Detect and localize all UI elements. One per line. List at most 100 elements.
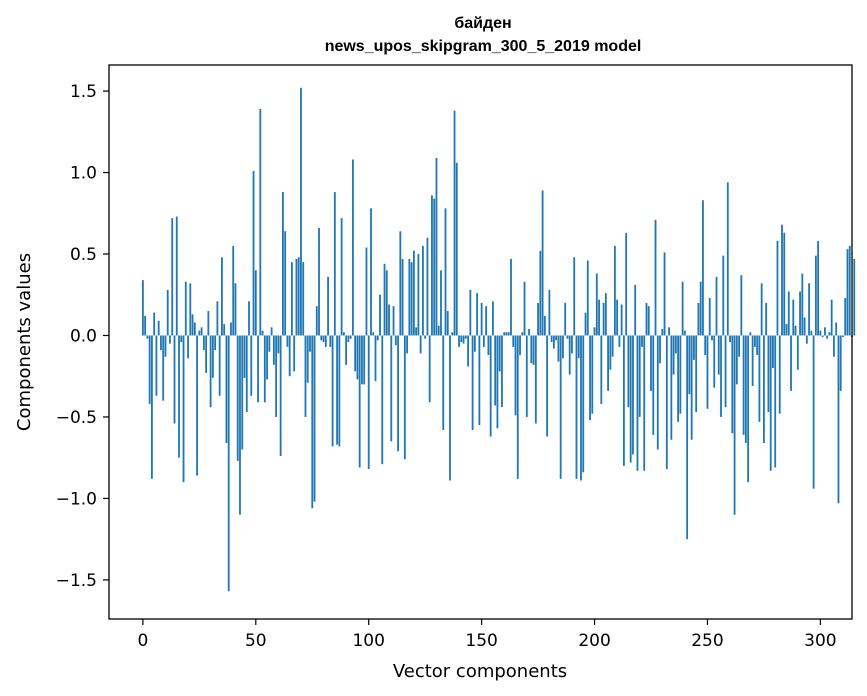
bar [489, 335, 492, 437]
x-axis-label: Vector components [393, 661, 567, 682]
bar [566, 335, 569, 339]
bar [674, 335, 677, 354]
bar [309, 335, 311, 352]
bar [826, 335, 829, 339]
bar [623, 335, 625, 466]
bar [853, 258, 856, 336]
bar [751, 335, 754, 386]
bar [320, 335, 323, 341]
bar [234, 283, 237, 336]
bar [451, 332, 454, 336]
bar [828, 332, 831, 336]
bar [844, 298, 847, 336]
bar [792, 299, 795, 336]
bar [218, 335, 221, 396]
bar [720, 335, 722, 417]
bar [315, 306, 318, 336]
bar [157, 320, 160, 336]
bar [209, 335, 212, 408]
bar [478, 335, 481, 426]
bar [230, 322, 232, 336]
bar [767, 335, 770, 413]
bar [191, 314, 194, 336]
bar [830, 299, 833, 336]
bar [300, 87, 302, 336]
bar [306, 335, 309, 383]
bar [227, 335, 230, 592]
bar [358, 335, 361, 468]
bar [291, 262, 293, 336]
bar [683, 330, 686, 336]
bar [833, 335, 835, 357]
bar [214, 335, 217, 351]
bar [747, 335, 750, 483]
bar [559, 335, 562, 479]
bar [586, 260, 589, 336]
plot-frame [108, 64, 853, 620]
bar [270, 327, 273, 336]
bar [422, 245, 424, 336]
bar [356, 335, 359, 380]
bar [805, 335, 808, 344]
bar [361, 335, 363, 385]
bar [552, 335, 555, 349]
bar [476, 293, 479, 336]
bar [654, 219, 657, 336]
bar [550, 335, 553, 342]
bar [706, 335, 709, 409]
bar [363, 335, 366, 385]
bar [819, 330, 822, 336]
bar [516, 335, 519, 479]
bar [444, 208, 447, 336]
bar [460, 335, 463, 342]
bar [381, 335, 384, 465]
x-tick-label: 0 [137, 631, 148, 651]
bars-group [141, 87, 856, 592]
bar [525, 335, 528, 417]
bar [333, 192, 336, 336]
bar [634, 284, 637, 336]
bar [842, 335, 844, 338]
bar [604, 293, 607, 336]
bar [259, 108, 262, 336]
bar [297, 257, 300, 336]
bar [196, 335, 198, 476]
bar [419, 335, 422, 354]
bar [591, 335, 594, 414]
bar [374, 335, 377, 382]
bar [790, 335, 792, 391]
bar [501, 335, 503, 408]
bar [801, 273, 804, 336]
bar [193, 322, 196, 336]
bar [166, 289, 169, 336]
x-tick-label: 300 [804, 631, 836, 651]
bar [216, 301, 219, 336]
bar [681, 281, 684, 336]
bar [182, 335, 185, 483]
bar [146, 335, 149, 339]
bar [178, 335, 180, 458]
bar [783, 232, 786, 336]
bar [345, 335, 348, 365]
bar [207, 311, 210, 336]
bar [514, 335, 517, 416]
bar [763, 335, 765, 444]
bar [293, 335, 296, 372]
bar [467, 335, 469, 367]
bar [415, 327, 418, 336]
bar [471, 335, 474, 430]
bar [781, 224, 783, 336]
bar [284, 231, 287, 336]
bar [464, 335, 467, 339]
bar [810, 330, 813, 336]
bar [677, 335, 680, 422]
bar [573, 257, 576, 336]
bar [151, 335, 153, 479]
bar [354, 335, 357, 372]
bar [241, 335, 244, 450]
bar [704, 335, 707, 356]
bar [365, 247, 368, 336]
bar [580, 335, 582, 481]
x-tick-label: 150 [465, 631, 497, 651]
bar [530, 335, 533, 364]
